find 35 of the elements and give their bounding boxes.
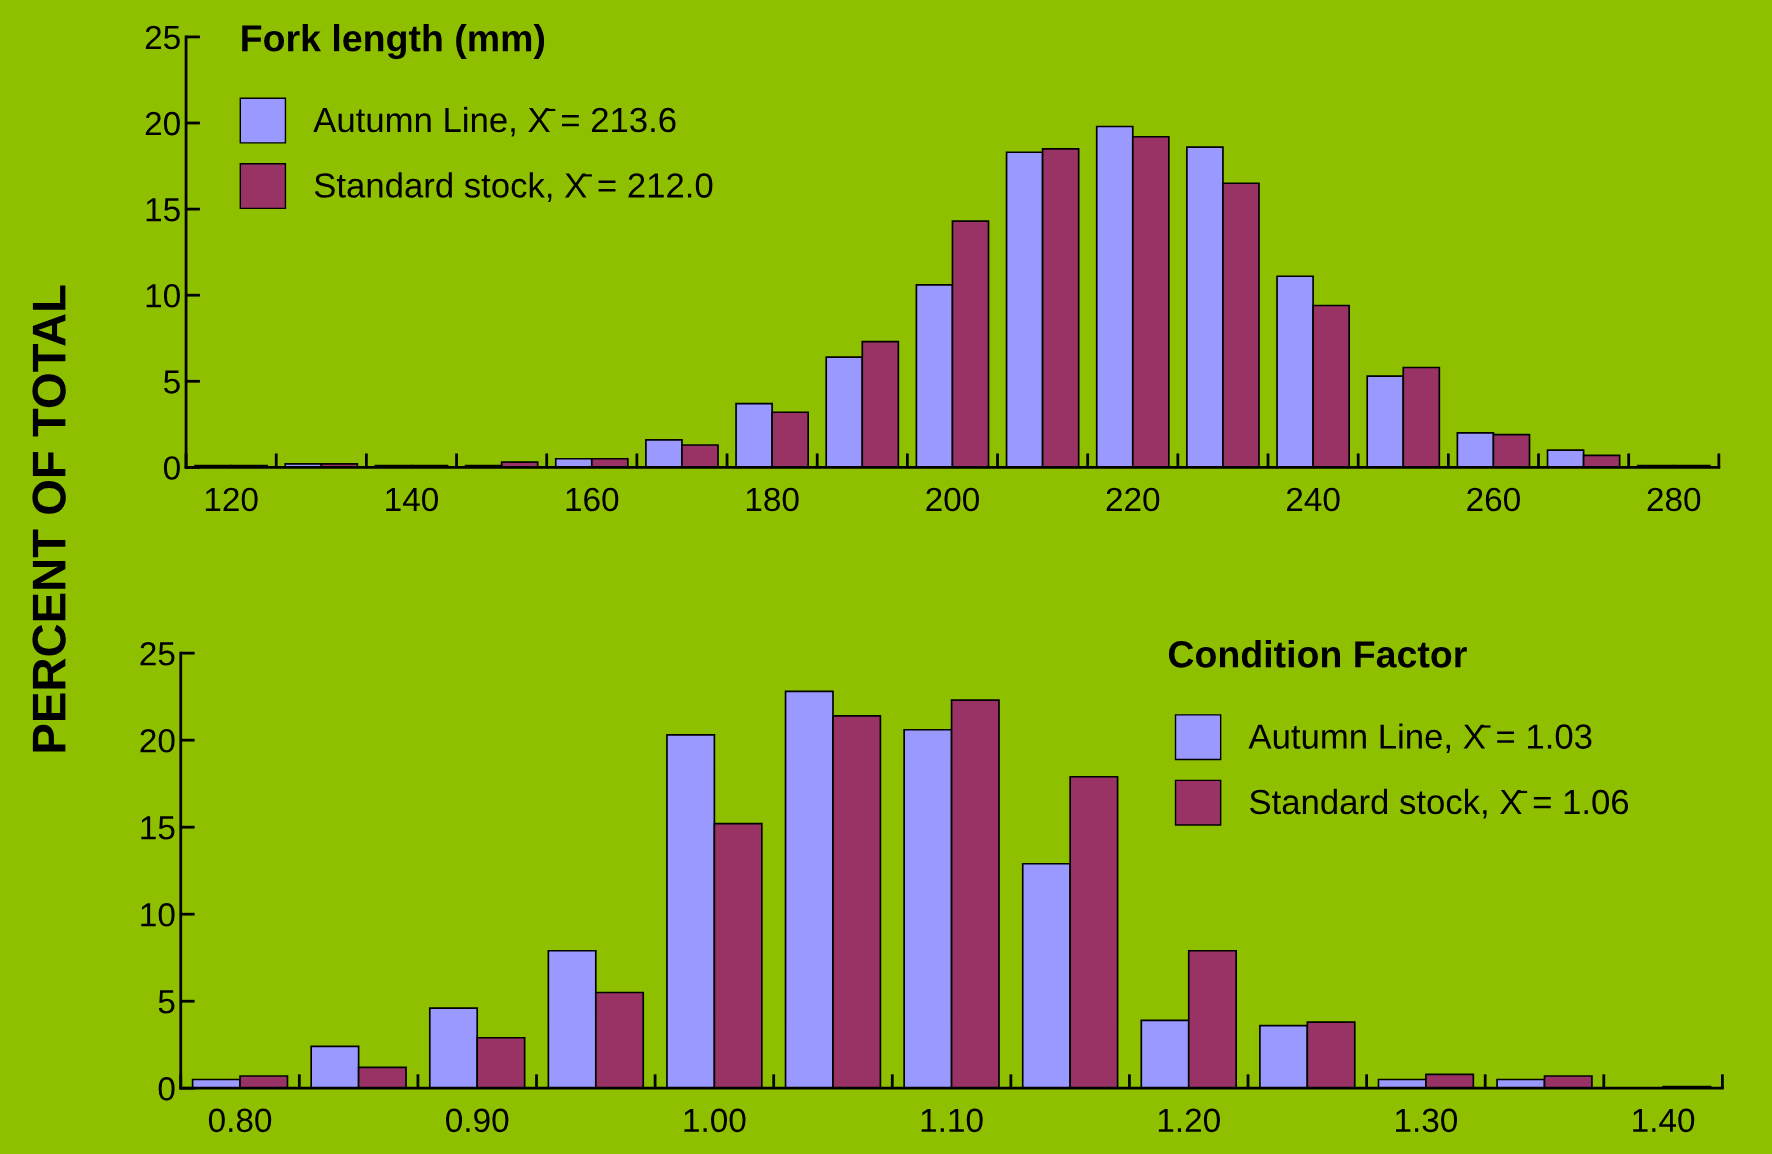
x-tick-label: 1.40 [1633,1108,1695,1133]
chart-title: Condition Factor [1168,640,1467,668]
y-tick-label: 25 [140,641,175,666]
x-tick-label: 1.20 [1158,1108,1220,1133]
y-tick-label: 5 [158,990,175,1014]
y-tick-label: 15 [141,816,175,840]
x-tick-label: 1.00 [684,1108,746,1133]
x-tick-label: 0.80 [208,1108,272,1133]
x-tick-label: 0.90 [446,1108,509,1133]
legend-label: Standard stock, X̄ = 1.06 [1250,788,1629,819]
y-tick-label: 10 [146,284,180,308]
x-tick-label: 240 [1286,487,1340,512]
legend-label: Autumn Line, X̄ = 213.6 [313,106,676,137]
y-tick-label: 10 [141,903,175,927]
x-tick-label: 200 [926,487,979,512]
x-tick-label: 120 [205,487,258,512]
x-tick-label: 220 [1106,487,1160,512]
y-axis-title: PERCENT OF TOTAL [32,285,66,752]
y-tick-label: 15 [146,198,180,222]
y-tick-label: 5 [164,370,180,394]
y-tick-label: 20 [145,111,180,136]
y-tick-label: 0 [163,456,180,480]
x-tick-label: 1.30 [1396,1108,1458,1133]
x-tick-label: 140 [386,487,438,512]
x-tick-label: 1.10 [921,1108,983,1133]
x-tick-label: 160 [566,487,619,512]
x-tick-label: 180 [746,487,799,512]
chart-title: Fork length (mm) [242,24,545,60]
x-tick-label: 280 [1647,487,1701,512]
x-tick-label: 260 [1467,487,1520,512]
y-tick-label: 25 [145,25,180,50]
y-tick-label: 20 [140,728,175,753]
y-tick-label: 0 [158,1077,175,1101]
legend-label: Standard stock, X̄ = 212.0 [314,172,713,202]
legend-label: Autumn Line, X̄ = 1.03 [1248,723,1592,753]
